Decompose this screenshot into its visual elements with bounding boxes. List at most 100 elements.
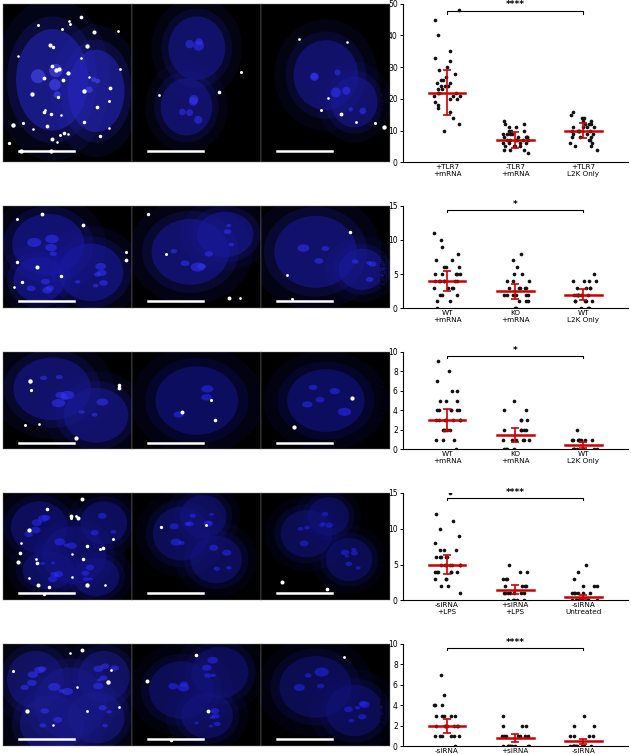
- Point: [456, 587, 466, 599]
- Point: [519, 587, 529, 599]
- Point: [579, 710, 589, 722]
- Point: [581, 296, 591, 308]
- Point: [434, 414, 444, 426]
- Point: [455, 268, 465, 280]
- Point: [439, 424, 449, 436]
- Point: [432, 551, 442, 563]
- Point: [515, 282, 525, 294]
- Point: [452, 385, 462, 397]
- Point: [516, 140, 526, 152]
- Point: [573, 289, 583, 301]
- Point: [442, 61, 452, 73]
- Point: [511, 289, 521, 301]
- Point: [569, 443, 579, 455]
- Point: [573, 289, 583, 301]
- Point: [430, 254, 440, 266]
- Point: [514, 282, 524, 294]
- Point: [518, 434, 528, 446]
- Point: [446, 566, 456, 578]
- Point: [572, 740, 582, 752]
- Point: [454, 414, 464, 426]
- Point: [512, 134, 522, 146]
- Point: [505, 127, 516, 139]
- Point: [439, 261, 449, 273]
- Point: [567, 434, 577, 446]
- Point: [498, 573, 509, 585]
- Point: [450, 740, 460, 752]
- Point: [569, 443, 579, 455]
- Point: [499, 730, 509, 742]
- Point: [579, 296, 589, 308]
- Point: [515, 566, 525, 578]
- Point: [509, 443, 519, 455]
- Point: [452, 289, 462, 301]
- Point: [519, 143, 529, 155]
- Point: [430, 268, 440, 280]
- Point: [519, 124, 529, 136]
- Point: [567, 587, 577, 599]
- Point: [446, 404, 456, 416]
- Point: [430, 699, 440, 711]
- Point: [432, 302, 442, 314]
- Point: [567, 124, 577, 136]
- Point: [447, 385, 457, 397]
- Point: [447, 90, 457, 102]
- Point: [520, 580, 530, 592]
- Point: [586, 131, 596, 143]
- Point: [454, 4, 464, 16]
- Point: [439, 275, 449, 287]
- Point: [574, 124, 584, 136]
- Point: [432, 414, 442, 426]
- Point: [592, 443, 602, 455]
- Point: [440, 424, 450, 436]
- Point: [516, 414, 526, 426]
- Point: [585, 134, 595, 146]
- Point: [454, 261, 464, 273]
- Point: [440, 559, 451, 571]
- Point: [519, 594, 529, 606]
- Point: [440, 720, 451, 732]
- Point: [443, 80, 453, 92]
- Point: [569, 573, 579, 585]
- Text: ****: ****: [506, 488, 525, 497]
- Point: [505, 740, 515, 752]
- Point: [586, 118, 596, 130]
- Point: [433, 355, 443, 367]
- Point: [435, 523, 445, 535]
- Point: [571, 740, 581, 752]
- Point: [436, 580, 446, 592]
- Point: [434, 275, 444, 287]
- Point: [440, 261, 451, 273]
- Point: [442, 424, 452, 436]
- Point: [505, 587, 515, 599]
- Point: [455, 559, 465, 571]
- Point: [504, 282, 514, 294]
- Point: [498, 710, 509, 722]
- Point: [431, 434, 441, 446]
- Point: [573, 434, 583, 446]
- Point: [569, 720, 579, 732]
- Point: [572, 424, 582, 436]
- Point: [583, 594, 593, 606]
- Point: [512, 261, 522, 273]
- Point: [436, 80, 446, 92]
- Point: [437, 241, 447, 253]
- Point: [453, 720, 463, 732]
- Point: [429, 90, 439, 102]
- Point: [522, 289, 533, 301]
- Point: [523, 134, 533, 146]
- Point: [444, 55, 454, 67]
- Point: [514, 296, 524, 308]
- Point: [441, 394, 451, 406]
- Point: [445, 730, 456, 742]
- Point: [577, 587, 587, 599]
- Point: [454, 730, 464, 742]
- Point: [434, 87, 444, 99]
- Point: [456, 559, 466, 571]
- Point: [581, 282, 591, 294]
- Y-axis label: # of PLA Puncta Per Cell: # of PLA Puncta Per Cell: [380, 504, 387, 589]
- Point: [573, 566, 583, 578]
- Point: [504, 124, 514, 136]
- Point: [498, 424, 509, 436]
- Point: [520, 282, 530, 294]
